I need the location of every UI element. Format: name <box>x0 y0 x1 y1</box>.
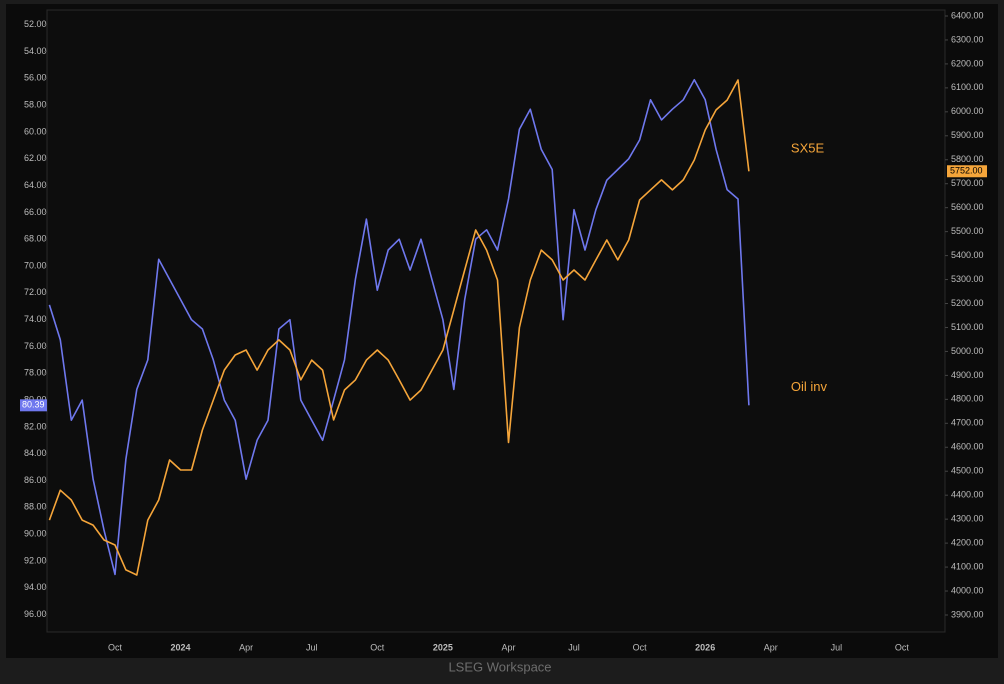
y-tick-label: 60.00 <box>24 126 47 136</box>
plot-area <box>46 9 946 633</box>
x-tick-label: Oct <box>895 642 910 652</box>
x-tick-label: Oct <box>108 642 123 652</box>
y-tick-label: 88.00 <box>24 502 47 512</box>
y-tick-label: 86.00 <box>24 475 47 485</box>
y-tick-label: 62.00 <box>24 153 47 163</box>
y-tick-label: 66.00 <box>24 207 47 217</box>
y2-tick-label: 4400.00 <box>951 490 984 500</box>
y2-tick-label: 4600.00 <box>951 442 984 452</box>
footer: LSEG Workspace <box>448 659 551 674</box>
x-tick-label: 2025 <box>433 642 453 652</box>
y2-tick-label: 6100.00 <box>951 82 984 92</box>
y2-tick-label: 5500.00 <box>951 226 984 236</box>
x-tick-label: Apr <box>764 642 778 652</box>
x-tick-label: Apr <box>501 642 515 652</box>
y2-tick-label: 5400.00 <box>951 250 984 260</box>
x-tick-label: Jul <box>831 642 843 652</box>
x-tick-label: Jul <box>568 642 580 652</box>
y2-tick-label: 5600.00 <box>951 202 984 212</box>
y2-tick-label: 4300.00 <box>951 514 984 524</box>
y2-tick-label: 4700.00 <box>951 418 984 428</box>
x-tick-label: 2026 <box>695 642 715 652</box>
y2-tick-label: 6300.00 <box>951 34 984 44</box>
y2-tick-label: 5000.00 <box>951 346 984 356</box>
y-tick-label: 56.00 <box>24 73 47 83</box>
y-tick-label: 82.00 <box>24 421 47 431</box>
annotation: SX5E <box>791 141 825 156</box>
y2-tick-label: 5800.00 <box>951 154 984 164</box>
y2-tick-label: 3900.00 <box>951 609 984 619</box>
y2-tick-label: 6200.00 <box>951 58 984 68</box>
y-tick-label: 54.00 <box>24 46 47 56</box>
y-tick-label: 92.00 <box>24 555 47 565</box>
y-tick-label: 58.00 <box>24 100 47 110</box>
annotation: Oil inv <box>791 379 828 394</box>
y2-tick-label: 4900.00 <box>951 370 984 380</box>
y2-tick-label: 5700.00 <box>951 178 984 188</box>
y2-tick-label: 4200.00 <box>951 537 984 547</box>
y2-tick-label: 5200.00 <box>951 298 984 308</box>
y-tick-label: 64.00 <box>24 180 47 190</box>
line-series <box>48 78 750 576</box>
y-tick-label: 70.00 <box>24 260 47 270</box>
y2-tick-label: 6000.00 <box>951 106 984 116</box>
y-tick-label: 84.00 <box>24 448 47 458</box>
y2-tick-label: 4000.00 <box>951 585 984 595</box>
y-tick-label: 76.00 <box>24 341 47 351</box>
value-tag-label: 80.39 <box>22 400 45 410</box>
y2-tick-label: 6400.00 <box>951 10 984 20</box>
x-tick-label: Apr <box>239 642 253 652</box>
y-tick-label: 90.00 <box>24 529 47 539</box>
y-tick-label: 72.00 <box>24 287 47 297</box>
x-tick-label: Oct <box>633 642 648 652</box>
y2-tick-label: 5900.00 <box>951 130 984 140</box>
x-tick-label: 2024 <box>171 642 191 652</box>
x-tick-label: Jul <box>306 642 318 652</box>
y2-tick-label: 4500.00 <box>951 466 984 476</box>
value-tag <box>20 399 47 412</box>
y-tick-label: 96.00 <box>24 609 47 619</box>
x-tick-label: Oct <box>370 642 385 652</box>
y-tick-label: 94.00 <box>24 582 47 592</box>
y2-tick-label: 5100.00 <box>951 322 984 332</box>
line-series <box>48 79 750 576</box>
y2-tick-label: 5300.00 <box>951 274 984 284</box>
y-tick-label: 68.00 <box>24 234 47 244</box>
y-tick-label: 78.00 <box>24 368 47 378</box>
y-tick-label: 74.00 <box>24 314 47 324</box>
value-tag <box>947 165 987 178</box>
y-tick-label: 52.00 <box>24 19 47 29</box>
y2-tick-label: 4100.00 <box>951 561 984 571</box>
value-tag-label: 5752.00 <box>950 166 983 176</box>
y2-tick-label: 4800.00 <box>951 394 984 404</box>
